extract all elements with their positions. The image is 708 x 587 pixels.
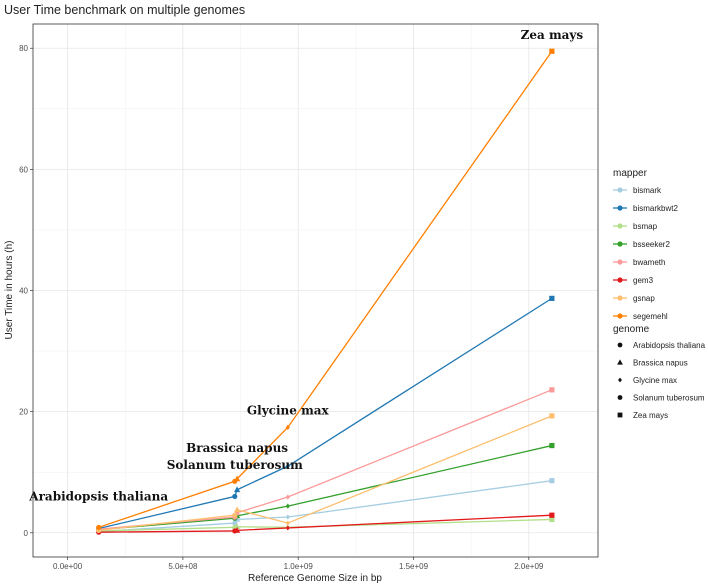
point-bismarkbwt2-solanum-tuberosum <box>232 493 238 500</box>
y-tick-label: 60 <box>19 165 28 174</box>
chart-title: User Time benchmark on multiple genomes <box>4 3 245 17</box>
y-axis-ticks: 0 20 40 60 80 <box>19 44 33 538</box>
legend-label-gsnap: gsnap <box>633 294 655 303</box>
point-gem3-brassica-napus <box>233 526 241 533</box>
point-bismarkbwt2-brassica-napus <box>233 486 241 493</box>
point-segemehl-arabidopsis-thaliana <box>96 524 102 530</box>
legend-key-point-gsnap <box>617 295 623 301</box>
x-axis-title: Reference Genome Size in bp <box>248 573 382 584</box>
annotation-arabidopsis-thaliana: Arabidopsis thaliana <box>28 490 168 504</box>
point-gsnap-zea-mays <box>549 413 555 419</box>
legend-label-glycine-max: Glycine max <box>633 376 677 385</box>
annotation-brassica-napus: Brassica napus <box>186 441 288 455</box>
point-gem3-zea-mays <box>549 512 555 518</box>
point-bismark-zea-mays <box>549 478 555 484</box>
legend-shape-arabidopsis-thaliana <box>617 342 623 348</box>
legend-label-bwameth: bwameth <box>633 258 665 267</box>
series-points <box>96 48 555 535</box>
annotation-solanum-tuberosum: Solanum tuberosum <box>167 458 303 472</box>
annotation-zea-mays: Zea mays <box>521 28 584 42</box>
legend-key-point-bwameth <box>617 259 623 265</box>
legend-label-solanum-tuberosum: Solanum tuberosum <box>633 394 705 403</box>
point-bsmap-zea-mays <box>549 516 555 523</box>
point-bwameth-glycine-max <box>285 494 290 500</box>
x-axis-ticks: 0.0e+00 5.0e+08 1.0e+09 1.5e+09 2.0e+09 <box>53 557 544 571</box>
legend-key-point-segemehl <box>617 313 623 319</box>
legend-shape-zea-mays <box>617 412 623 418</box>
legend-label-bismarkbwt2: bismarkbwt2 <box>633 204 678 213</box>
point-gsnap-brassica-napus <box>233 506 241 513</box>
legend-shape-glycine-max <box>618 377 622 383</box>
series-line-gsnap <box>98 415 553 531</box>
y-tick-label: 20 <box>19 408 28 417</box>
x-tick-label: 5.0e+08 <box>168 562 198 571</box>
legend-genome-title: genome <box>613 324 650 335</box>
legend-label-segemehl: segemehl <box>633 312 668 321</box>
point-segemehl-zea-mays <box>549 48 555 54</box>
legend-label-bismark: bismark <box>633 186 662 195</box>
point-segemehl-brassica-napus <box>233 475 241 482</box>
legend-key-point-bismark <box>617 187 623 193</box>
legend-mapper: mapper bismark bismarkbwt2 bsmap bsseeker2 b… <box>613 168 678 321</box>
legend-label-gem3: gem3 <box>633 276 654 285</box>
legend-label-zea-mays: Zea mays <box>633 411 668 420</box>
point-bismark-glycine-max <box>285 514 290 520</box>
y-axis-title: User Time in hours (h) <box>4 241 15 340</box>
point-bwameth-zea-mays <box>549 387 555 393</box>
annotations: Zea mays Glycine max Brassica napus Solanum… <box>28 28 583 504</box>
point-bismarkbwt2-glycine-max <box>285 463 290 469</box>
annotation-glycine-max: Glycine max <box>247 404 330 418</box>
legend-label-bsmap: bsmap <box>633 222 658 231</box>
y-tick-label: 80 <box>19 44 28 53</box>
point-segemehl-glycine-max <box>285 424 290 430</box>
x-tick-label: 1.0e+09 <box>284 562 314 571</box>
legend-shape-brassica-napus <box>617 359 623 365</box>
legend-key-point-bsseeker2 <box>617 241 623 247</box>
point-gem3-glycine-max <box>285 525 290 531</box>
legend-label-brassica-napus: Brassica napus <box>633 359 688 368</box>
point-bsseeker2-glycine-max <box>285 503 290 509</box>
grid <box>33 24 598 557</box>
legend-key-point-bsmap <box>617 223 623 229</box>
legend-mapper-title: mapper <box>613 168 648 179</box>
y-tick-label: 40 <box>19 287 28 296</box>
legend-label-arabidopsis-thaliana: Arabidopsis thaliana <box>633 341 706 350</box>
series-line-bsmap <box>98 518 552 532</box>
x-tick-label: 1.5e+09 <box>399 562 429 571</box>
y-tick-label: 0 <box>24 529 29 538</box>
series-line-segemehl <box>98 50 553 528</box>
legend-label-bsseeker2: bsseeker2 <box>633 240 670 249</box>
legend-key-point-bismarkbwt2 <box>617 205 623 211</box>
legend-key-point-gem3 <box>617 277 623 283</box>
legend-shape-solanum-tuberosum <box>617 395 623 400</box>
point-gsnap-solanum-tuberosum <box>232 512 238 518</box>
x-tick-label: 2.0e+09 <box>514 562 544 571</box>
point-bsmap-brassica-napus <box>233 523 241 530</box>
legend-genome: genome Arabidopsis thaliana Brassica napu… <box>613 324 706 420</box>
x-tick-label: 0.0e+00 <box>53 562 83 571</box>
point-bsseeker2-zea-mays <box>549 442 555 449</box>
point-gsnap-glycine-max <box>285 520 290 526</box>
point-bismarkbwt2-zea-mays <box>549 295 555 301</box>
